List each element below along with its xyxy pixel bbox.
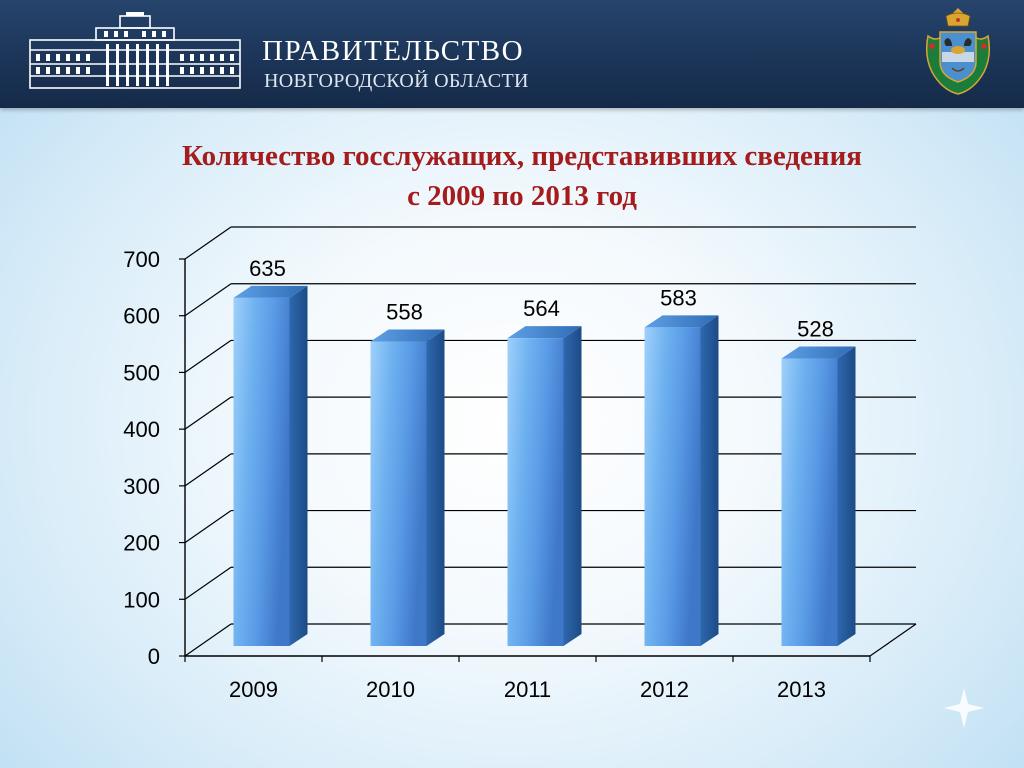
data-label: 564 [523,296,560,321]
bar-2012 [644,315,719,646]
data-label: 635 [249,256,286,281]
data-label: 528 [797,317,834,342]
bar-top [644,315,719,328]
x-tick-label: 2013 [777,677,826,702]
bar-side [289,285,308,646]
coat-of-arms-icon [925,8,991,95]
y-tick-label: 700 [123,247,160,272]
bar-2013 [781,346,856,646]
floor-right-edge [869,623,917,657]
bar-front [233,297,290,646]
x-tick-label: 2009 [229,677,278,702]
y-tick-label: 100 [123,587,160,612]
x-tick-label: 2010 [366,677,415,702]
bar-side [426,329,445,646]
gridline-depth [184,623,232,657]
gridline-depth [184,339,232,373]
bar-top [781,346,856,359]
bar-front [507,338,564,646]
header-bar: ПРАВИТЕЛЬСТВО НОВГОРОДСКОЙ ОБЛАСТИ [0,0,1024,108]
slide-title-line-2: с 2009 по 2013 год [407,180,637,212]
bar-side [837,346,856,646]
bar-top [507,326,582,339]
x-tick-label: 2011 [504,677,551,702]
data-label: 558 [386,300,423,325]
y-tick-label: 300 [123,474,160,499]
header-title: ПРАВИТЕЛЬСТВО [262,35,525,67]
bar-top [233,285,308,298]
header-subtitle: НОВГОРОДСКОЙ ОБЛАСТИ [264,70,529,92]
y-tick-label: 0 [148,644,160,669]
bar-2010 [370,329,445,646]
government-building-icon [29,12,241,89]
y-tick-label: 200 [123,531,160,556]
gridline-depth [184,396,232,430]
y-tick-label: 400 [123,417,160,442]
bar-side [563,326,582,646]
data-label: 583 [660,285,697,310]
bar-side [700,315,719,646]
sparkle-decoration [944,688,984,728]
y-tick-label: 500 [123,360,160,385]
bar-front [644,327,701,646]
bar-front [370,341,427,646]
bar-top [370,329,445,342]
gridline-depth [184,283,232,317]
bar-2009 [233,285,308,646]
x-tick-label: 2012 [640,677,689,702]
gridline-depth [184,226,232,260]
bar-front [781,358,838,646]
gridline-depth [184,453,232,487]
gridline-depth [184,566,232,600]
bar-2011 [507,326,582,646]
slide-title: Количество госслужащих, представивших св… [62,136,982,216]
gridline-depth [184,510,232,544]
slide-title-line-1: Количество госслужащих, представивших св… [182,140,862,172]
y-tick-label: 600 [123,304,160,329]
